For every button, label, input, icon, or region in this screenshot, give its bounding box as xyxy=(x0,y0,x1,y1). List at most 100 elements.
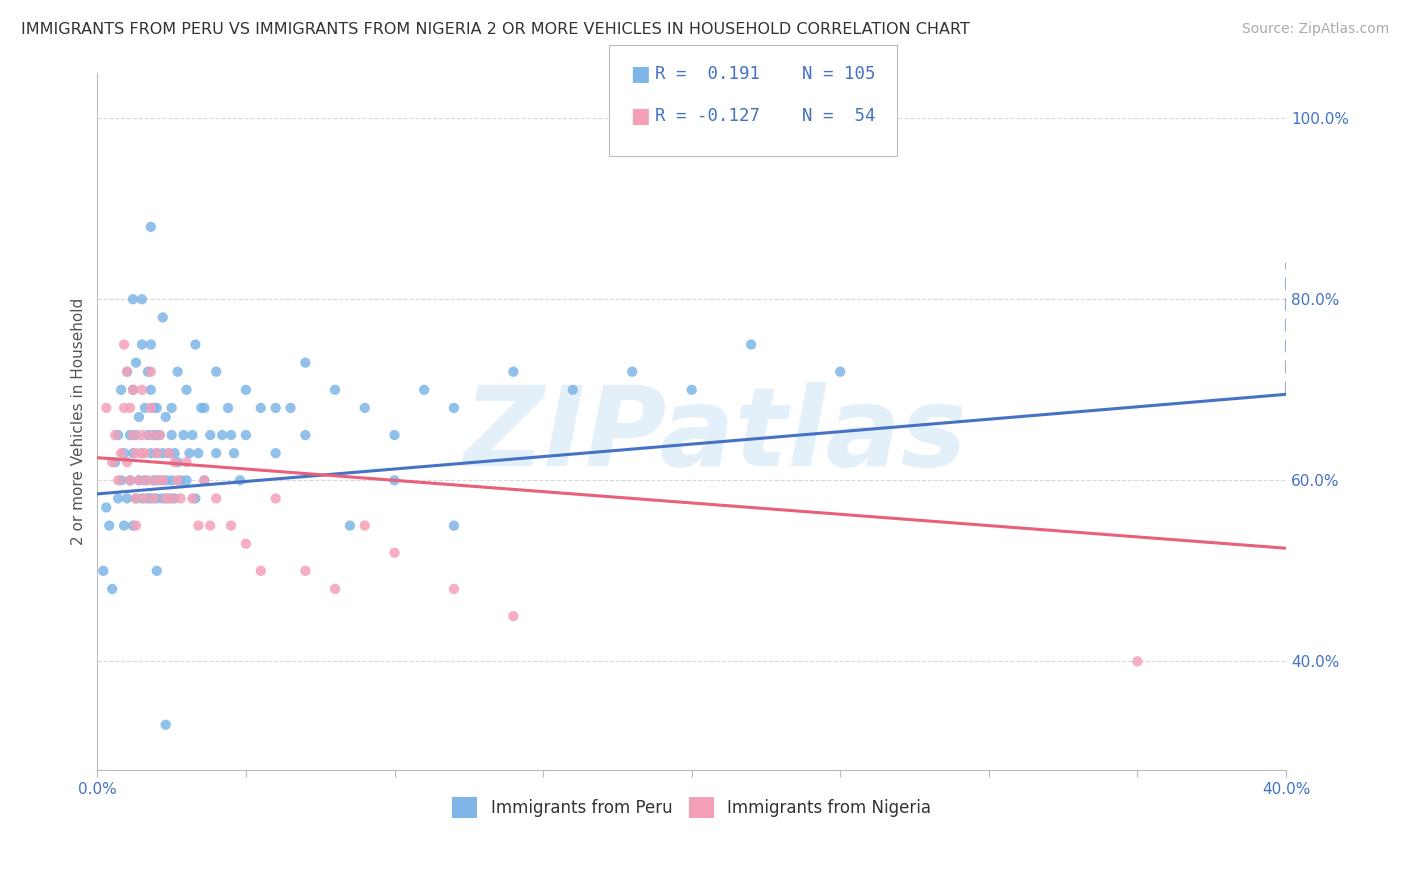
Point xyxy=(122,446,145,460)
Point xyxy=(110,383,132,397)
Point xyxy=(187,446,209,460)
Point xyxy=(205,491,228,506)
Point xyxy=(142,473,165,487)
Point xyxy=(179,446,201,460)
Point xyxy=(112,337,135,351)
Point xyxy=(146,428,169,442)
Point xyxy=(157,446,180,460)
Point xyxy=(353,518,375,533)
Point xyxy=(104,455,127,469)
Point xyxy=(163,446,186,460)
Point xyxy=(294,428,316,442)
Point xyxy=(323,582,346,596)
Point xyxy=(294,564,316,578)
Point xyxy=(163,491,186,506)
Point xyxy=(155,491,177,506)
Point xyxy=(96,401,118,415)
Legend: Immigrants from Peru, Immigrants from Nigeria: Immigrants from Peru, Immigrants from Ni… xyxy=(446,790,938,824)
Point xyxy=(112,446,135,460)
Point xyxy=(115,365,138,379)
Point xyxy=(146,446,169,460)
Point xyxy=(155,409,177,424)
Point xyxy=(118,401,141,415)
Point xyxy=(249,564,271,578)
Point xyxy=(139,428,162,442)
Point xyxy=(160,401,183,415)
Point xyxy=(139,337,162,351)
Point xyxy=(621,365,644,379)
Point xyxy=(443,518,465,533)
Point xyxy=(169,491,191,506)
Point xyxy=(118,473,141,487)
Point xyxy=(155,717,177,731)
Point xyxy=(152,446,174,460)
Point xyxy=(184,491,207,506)
Point xyxy=(190,401,212,415)
Point xyxy=(122,293,145,307)
Point xyxy=(1126,654,1149,668)
Point xyxy=(229,473,252,487)
Point xyxy=(131,293,153,307)
Point xyxy=(139,383,162,397)
Point xyxy=(136,491,159,506)
Point xyxy=(125,356,148,370)
Point xyxy=(146,446,169,460)
Point xyxy=(128,409,150,424)
Point xyxy=(142,491,165,506)
Point xyxy=(134,491,156,506)
Point xyxy=(139,365,162,379)
Point xyxy=(176,455,198,469)
Point xyxy=(502,365,524,379)
Point xyxy=(112,401,135,415)
Text: ■: ■ xyxy=(630,106,650,126)
Point xyxy=(107,473,129,487)
Text: R =  0.191    N = 105: R = 0.191 N = 105 xyxy=(655,65,876,83)
Point xyxy=(134,473,156,487)
Point xyxy=(193,473,215,487)
Point xyxy=(384,546,406,560)
Point xyxy=(152,473,174,487)
Point xyxy=(134,401,156,415)
Point xyxy=(128,473,150,487)
Point xyxy=(131,446,153,460)
Point xyxy=(152,310,174,325)
Point xyxy=(139,491,162,506)
Point xyxy=(104,428,127,442)
Point xyxy=(205,446,228,460)
Point xyxy=(91,564,114,578)
Point xyxy=(128,473,150,487)
Point xyxy=(830,365,852,379)
Point xyxy=(118,428,141,442)
Point xyxy=(131,337,153,351)
Point xyxy=(264,491,287,506)
Text: ■: ■ xyxy=(630,64,650,84)
Point xyxy=(166,365,188,379)
Point xyxy=(115,455,138,469)
Y-axis label: 2 or more Vehicles in Household: 2 or more Vehicles in Household xyxy=(72,298,86,545)
Point xyxy=(122,383,145,397)
Point xyxy=(101,455,124,469)
Text: ZIPatlas: ZIPatlas xyxy=(464,382,967,489)
Point xyxy=(339,518,361,533)
Point xyxy=(118,473,141,487)
Point xyxy=(136,365,159,379)
Point xyxy=(96,500,118,515)
Point xyxy=(264,401,287,415)
Point xyxy=(98,518,121,533)
Point xyxy=(115,365,138,379)
Point xyxy=(107,428,129,442)
Point xyxy=(740,337,762,351)
Point xyxy=(294,356,316,370)
Point xyxy=(173,428,195,442)
Point xyxy=(142,428,165,442)
Point xyxy=(115,491,138,506)
Point xyxy=(146,401,169,415)
Point xyxy=(131,491,153,506)
Point xyxy=(139,401,162,415)
Point xyxy=(181,428,204,442)
Point xyxy=(249,401,271,415)
Point xyxy=(125,518,148,533)
Point xyxy=(125,428,148,442)
Point xyxy=(142,401,165,415)
Point xyxy=(134,446,156,460)
